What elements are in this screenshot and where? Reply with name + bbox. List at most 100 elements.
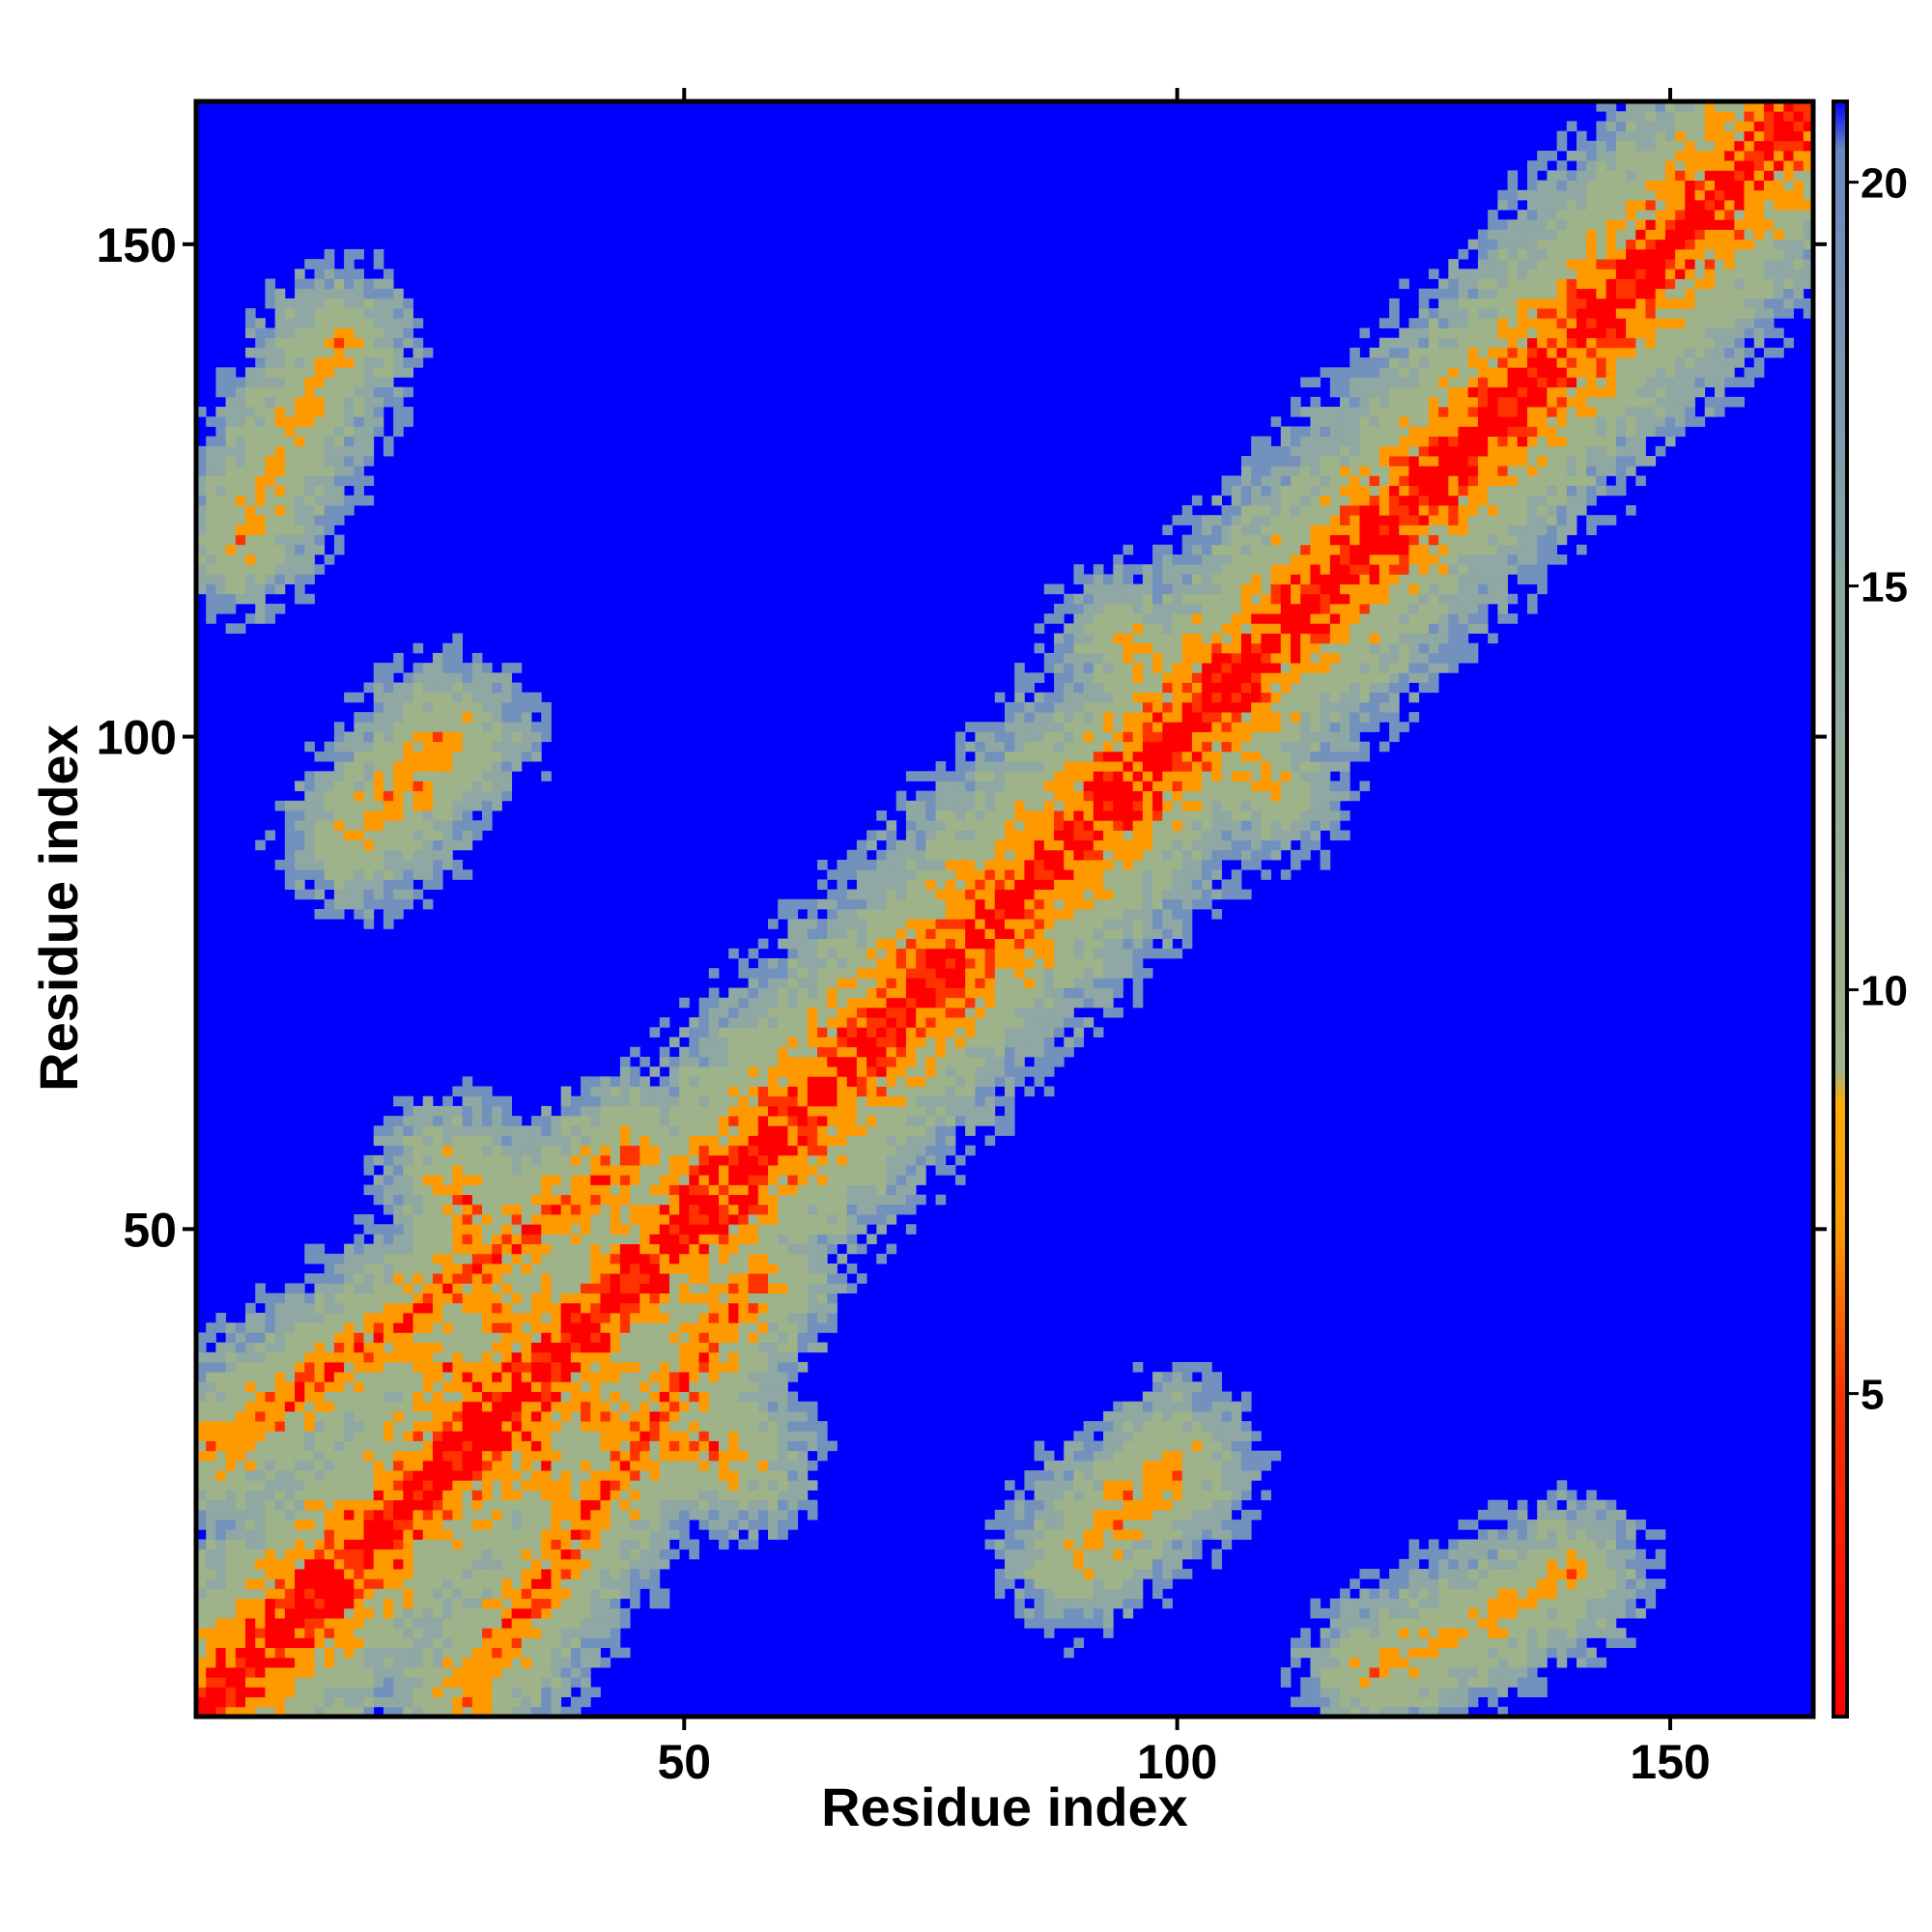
heatmap-cell	[265, 554, 276, 565]
heatmap-cell	[403, 751, 413, 762]
heatmap-cell	[403, 1234, 413, 1245]
heatmap-cell	[916, 1154, 926, 1166]
heatmap-cell	[295, 1667, 305, 1678]
heatmap-cell	[541, 1637, 552, 1649]
heatmap-cell	[452, 1381, 463, 1392]
heatmap-cell	[659, 1253, 670, 1264]
heatmap-cell	[807, 1086, 818, 1097]
heatmap-cell	[827, 1214, 838, 1225]
heatmap-cell	[531, 1165, 542, 1176]
heatmap-cell	[570, 1421, 582, 1432]
heatmap-cell	[225, 505, 237, 516]
heatmap-cell	[649, 1401, 661, 1412]
heatmap-cell	[215, 505, 227, 516]
heatmap-cell	[442, 1135, 453, 1147]
heatmap-cell	[333, 377, 345, 388]
heatmap-cell	[768, 1283, 779, 1294]
heatmap-cell	[492, 1470, 502, 1481]
heatmap-cell	[314, 1529, 326, 1540]
heatmap-cell	[895, 790, 907, 802]
heatmap-cell	[363, 1440, 375, 1452]
heatmap-cell	[757, 1351, 769, 1363]
heatmap-cell	[501, 1687, 513, 1698]
heatmap-cell	[304, 278, 315, 290]
heatmap-cell	[482, 1618, 493, 1629]
heatmap-cell	[255, 416, 266, 427]
heatmap-cell	[492, 1607, 502, 1619]
heatmap-cell	[679, 1125, 690, 1136]
heatmap-cell	[422, 1401, 434, 1412]
heatmap-cell	[728, 1283, 739, 1294]
heatmap-cell	[235, 1332, 246, 1343]
heatmap-cell	[383, 1558, 394, 1570]
heatmap-cell	[492, 701, 502, 713]
heatmap-cell	[610, 1214, 621, 1225]
heatmap-cell	[630, 1253, 640, 1264]
heatmap-cell	[393, 1628, 404, 1638]
heatmap-cell	[867, 968, 877, 979]
heatmap-cell	[570, 1116, 582, 1126]
heatmap-cell	[215, 1322, 227, 1333]
heatmap-cell	[422, 1372, 434, 1382]
heatmap-cell	[521, 1647, 532, 1659]
heatmap-cell	[560, 1529, 572, 1540]
heatmap-cell	[225, 1440, 237, 1452]
heatmap-cell	[778, 978, 788, 988]
heatmap-cell	[521, 1264, 532, 1274]
heatmap-cell	[876, 1007, 887, 1018]
heatmap-cell	[442, 1520, 453, 1530]
heatmap-cell	[521, 1450, 532, 1462]
heatmap-cell	[225, 1588, 237, 1600]
heatmap-cell	[698, 1086, 710, 1097]
heatmap-cell	[206, 1410, 216, 1422]
heatmap-cell	[817, 968, 828, 979]
heatmap-cell	[581, 1490, 591, 1501]
heatmap-cell	[649, 1361, 661, 1373]
heatmap-cell	[797, 1361, 809, 1373]
heatmap-cell	[422, 849, 434, 861]
heatmap-cell	[689, 1086, 699, 1097]
heatmap-cell	[206, 1361, 216, 1373]
heatmap-cell	[856, 968, 867, 979]
heatmap-cell	[333, 337, 345, 349]
heatmap-cell	[432, 652, 443, 664]
heatmap-cell	[373, 1696, 384, 1708]
heatmap-cell	[797, 1342, 809, 1353]
heatmap-cell	[452, 1175, 463, 1185]
heatmap-cell	[304, 1480, 315, 1491]
heatmap-cell	[196, 1450, 207, 1462]
heatmap-cell	[324, 1569, 335, 1579]
heatmap-cell	[432, 1628, 443, 1638]
heatmap-cell	[462, 1381, 473, 1392]
heatmap-cell	[501, 1313, 513, 1323]
heatmap-cell	[511, 751, 523, 762]
heatmap-cell	[284, 564, 296, 575]
heatmap-cell	[511, 1578, 523, 1589]
heatmap-cell	[373, 377, 384, 388]
heatmap-cell	[639, 1391, 650, 1403]
heatmap-cell	[521, 1499, 532, 1511]
heatmap-cell	[344, 1529, 355, 1540]
heatmap-cell	[531, 1351, 542, 1363]
heatmap-cell	[600, 1154, 611, 1166]
heatmap-cell	[659, 1224, 670, 1235]
heatmap-cell	[846, 1165, 858, 1176]
heatmap-cell	[856, 1135, 867, 1147]
heatmap-cell	[245, 1520, 256, 1530]
heatmap-cell	[905, 1056, 917, 1067]
heatmap-cell	[787, 1470, 799, 1481]
heatmap-cell	[284, 386, 296, 398]
heatmap-cell	[333, 800, 345, 811]
heatmap-cell	[295, 1657, 305, 1668]
heatmap-cell	[600, 1234, 611, 1245]
heatmap-cell	[797, 1450, 809, 1462]
heatmap-cell	[412, 741, 424, 753]
heatmap-cell	[895, 889, 907, 900]
heatmap-cell	[412, 1578, 424, 1589]
heatmap-cell	[432, 692, 443, 703]
heatmap-cell	[344, 278, 355, 290]
heatmap-cell	[560, 1706, 572, 1718]
heatmap-cell	[403, 860, 413, 870]
heatmap-cell	[590, 1086, 601, 1097]
heatmap-cell	[639, 1105, 650, 1117]
